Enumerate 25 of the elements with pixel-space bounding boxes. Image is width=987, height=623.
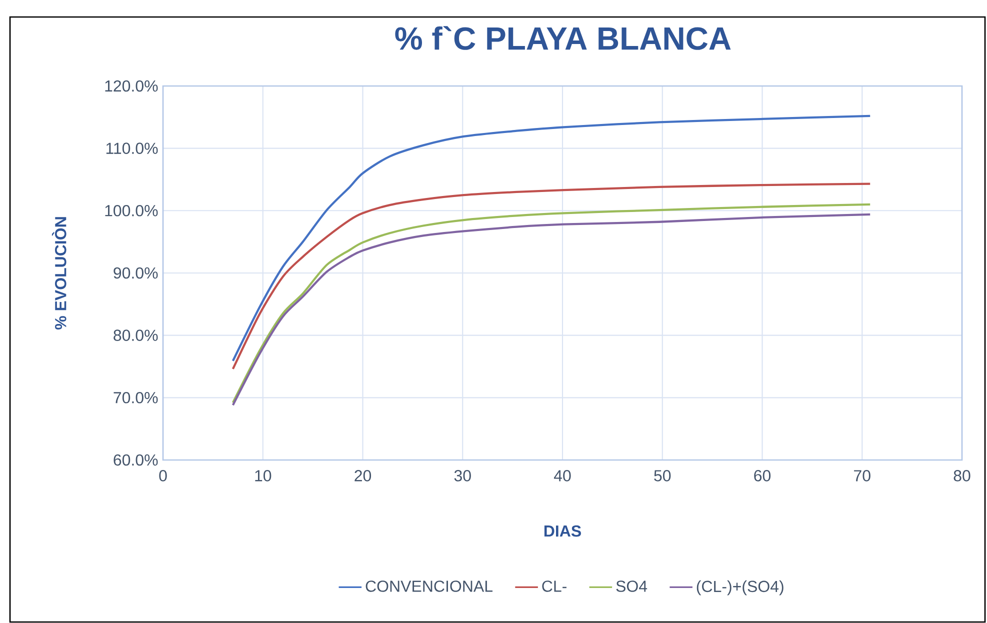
legend-label: SO4 [616, 580, 648, 592]
y-tick-label: 90.0% [114, 267, 158, 279]
legend-label: (CL-)+(SO4) [696, 580, 784, 596]
y-axis-title: % EVOLUCIÒN [52, 217, 66, 330]
y-tick-label: 100.0% [105, 204, 158, 216]
y-tick-label: 60.0% [114, 454, 158, 466]
x-tick-label: 80 [954, 470, 970, 482]
legend-label: CL- [542, 580, 566, 592]
x-tick-label: 30 [454, 470, 471, 482]
line-series [232, 114, 872, 362]
x-tick-label: 20 [354, 470, 372, 482]
x-tick-label: 40 [554, 470, 571, 482]
x-tick-label: 10 [255, 470, 272, 482]
x-tick-label: 50 [654, 470, 671, 482]
y-tick-label: 110.0% [106, 142, 158, 154]
y-tick-label: 70.0% [114, 392, 158, 404]
x-axis-title: DIAS [544, 525, 581, 537]
x-tick-label: 0 [159, 470, 167, 482]
chart-title: % f`C PLAYA BLANCA [395, 26, 731, 50]
y-tick-label: 80.0% [114, 330, 158, 341]
y-tick-label: 120.0% [105, 80, 158, 92]
legend-label: CONVENCIONAL [366, 580, 492, 592]
line-series [232, 182, 872, 370]
x-tick-label: 60 [754, 470, 771, 482]
x-tick-label: 70 [854, 470, 870, 482]
